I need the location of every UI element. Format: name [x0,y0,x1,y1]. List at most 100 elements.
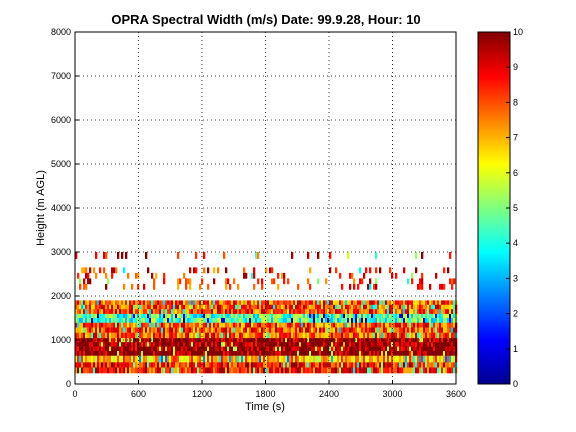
heatmap-cell [317,342,320,347]
heatmap-cell [367,332,370,339]
heatmap-cell [309,322,312,328]
heatmap-cell [285,332,288,339]
heatmap-cell [253,355,256,363]
heatmap-cell [313,362,316,368]
heatmap-cell [289,313,292,319]
heatmap-cell [403,327,406,333]
heatmap-cell [385,318,388,323]
heatmap-cell [213,362,216,368]
heatmap-cell [123,351,126,356]
heatmap-cell [243,267,246,274]
x-tick-label: 2400 [319,389,339,399]
heatmap-cell [259,313,262,319]
heatmap-cell [183,300,186,306]
heatmap-cell [253,318,256,323]
heatmap-cell [185,309,188,314]
heatmap-cell [91,367,94,374]
heatmap-cell [183,337,186,343]
heatmap-cell [449,309,452,314]
heatmap-cell [395,332,398,339]
heatmap-cell [177,342,180,347]
heatmap-cell [411,337,414,343]
heatmap-cell [123,318,126,323]
heatmap-cell [299,318,302,323]
heatmap-cell [369,278,372,285]
heatmap-cell [397,322,400,328]
heatmap-cell [285,304,288,310]
heatmap-cell [343,346,346,352]
heatmap-cell [123,362,126,368]
heatmap-cell [247,342,250,347]
heatmap-cell [229,332,232,339]
heatmap-cell [237,362,240,368]
heatmap-cell [197,309,200,314]
heatmap-cell [141,332,144,339]
heatmap-cell [405,351,408,356]
heatmap-cell [363,304,366,310]
heatmap-cell [405,304,408,310]
heatmap-cell [93,351,96,356]
heatmap-cell [125,351,128,356]
heatmap-cell [127,355,130,363]
heatmap-cell [341,362,344,368]
heatmap-cell [351,322,354,328]
heatmap-cell [187,304,190,310]
heatmap-cell [283,318,286,323]
heatmap-cell [249,309,252,314]
heatmap-cell [267,337,270,343]
heatmap-cell [195,304,198,310]
heatmap-cell [273,304,276,310]
heatmap-cell [75,318,78,323]
heatmap-cell [433,362,436,368]
heatmap-cell [111,272,114,279]
heatmap-cell [157,337,160,343]
heatmap-cell [277,327,280,333]
heatmap-cell [129,355,132,363]
heatmap-cell [447,351,450,356]
heatmap-cell [269,332,272,339]
heatmap-cell [385,304,388,310]
heatmap-cell [331,304,334,310]
heatmap-cell [331,355,334,363]
heatmap-cell [451,313,454,319]
heatmap-cell [297,367,300,374]
heatmap-cell [447,322,450,328]
heatmap-cell [419,362,422,368]
heatmap-cell [421,304,424,310]
heatmap-cell [331,300,334,306]
heatmap-cell [251,322,254,328]
heatmap-cell [271,362,274,368]
heatmap-cell [373,318,376,323]
heatmap-cell [171,313,174,319]
heatmap-cell [427,309,430,314]
heatmap-cell [355,300,358,306]
heatmap-cell [333,313,336,319]
heatmap-cell [107,342,110,347]
heatmap-cell [427,327,430,333]
heatmap-cell [443,313,446,319]
heatmap-cell [283,342,286,347]
heatmap-cell [193,346,196,352]
heatmap-cell [405,322,408,328]
heatmap-cell [427,332,430,339]
heatmap-cell [233,300,236,306]
heatmap-cell [329,367,332,374]
heatmap-cell [365,313,368,319]
heatmap-cell [139,327,142,333]
heatmap-cell [169,313,172,319]
heatmap-cell [291,346,294,352]
heatmap-cell [239,355,242,363]
heatmap-cell [139,332,142,339]
heatmap-cell [389,300,392,306]
heatmap-cell [405,362,408,368]
heatmap-cell [157,342,160,347]
heatmap-cell [421,318,424,323]
heatmap-cell [369,309,372,314]
heatmap-cell [207,332,210,339]
heatmap-cell [373,327,376,333]
heatmap-cell [309,304,312,310]
heatmap-cell [411,322,414,328]
heatmap-cell [195,252,198,259]
heatmap-cell [337,332,340,339]
heatmap-cell [217,322,220,328]
